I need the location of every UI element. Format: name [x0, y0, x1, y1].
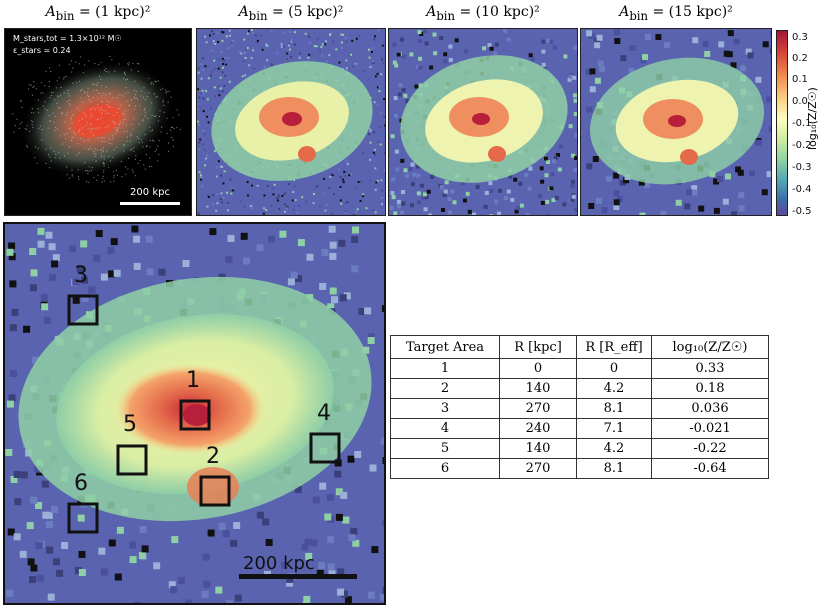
cell-metallicity: 0.33 — [651, 358, 769, 379]
map-10kpc-graphic — [389, 29, 577, 215]
scalebar-label-large: 200 kpc — [243, 553, 315, 574]
panel-title-3: Abin = (10 kpc)² — [426, 4, 540, 23]
table-row: 4 240 7.1 -0.021 — [390, 418, 769, 439]
map-15kpc-graphic — [581, 29, 771, 215]
scalebar-label-small: 200 kpc — [130, 187, 170, 198]
metallicity-map-15kpc — [580, 28, 772, 216]
colorbar-tick: -0.3 — [792, 162, 812, 173]
cell-area: 5 — [390, 438, 500, 459]
col-metallicity: log₁₀(Z/Z☉) — [651, 335, 769, 359]
cell-radius-kpc: 240 — [499, 418, 577, 439]
table-row: 6 270 8.1 -0.64 — [390, 458, 769, 479]
large-map-graphic: 1 2 3 4 5 6 200 kpc — [5, 224, 384, 603]
panel-title-1: Abin = (1 kpc)² — [45, 4, 151, 23]
table-header-row: Target Area R [kpc] R [R_eff] log₁₀(Z/Z☉… — [390, 335, 769, 359]
cell-radius-reff: 8.1 — [576, 398, 652, 419]
table-row: 5 140 4.2 -0.22 — [390, 438, 769, 459]
cell-metallicity: -0.021 — [651, 418, 769, 439]
col-radius-kpc: R [kpc] — [499, 335, 577, 359]
col-target-area: Target Area — [390, 335, 500, 359]
cell-radius-kpc: 270 — [499, 458, 577, 479]
table-row: 2 140 4.2 0.18 — [390, 378, 769, 399]
cell-radius-kpc: 140 — [499, 438, 577, 459]
target-box-2 — [199, 475, 231, 507]
cell-area: 2 — [390, 378, 500, 399]
cell-radius-reff: 0 — [576, 358, 652, 379]
target-label-3: 3 — [74, 263, 88, 288]
target-box-4 — [309, 432, 341, 464]
colorbar-tick: 0.2 — [792, 53, 808, 64]
scalebar-large — [239, 574, 357, 579]
cell-radius-reff: 7.1 — [576, 418, 652, 439]
map-5kpc-graphic — [197, 29, 385, 215]
metallicity-map-10kpc — [388, 28, 578, 216]
cell-area: 4 — [390, 418, 500, 439]
target-box-5 — [116, 444, 148, 476]
cell-metallicity: 0.036 — [651, 398, 769, 419]
cell-radius-kpc: 0 — [499, 358, 577, 379]
metallicity-map-5kpc — [196, 28, 386, 216]
particle-map-graphic — [12, 55, 181, 183]
panel-title-2: Abin = (5 kpc)² — [238, 4, 344, 23]
table-row: 3 270 8.1 0.036 — [390, 398, 769, 419]
colorbar-label: log₁₀(Z/Z☉) — [806, 87, 819, 150]
cell-area: 3 — [390, 398, 500, 419]
colorbar-tick: -0.2 — [792, 140, 812, 151]
target-area-table: Target Area R [kpc] R [R_eff] log₁₀(Z/Z☉… — [390, 335, 769, 479]
metallicity-map-1kpc: M_stars,tot = 1.3×10¹² M☉ ε_stars = 0.24… — [4, 28, 192, 216]
cell-metallicity: -0.22 — [651, 438, 769, 459]
colorbar-tick: 0.0 — [792, 96, 808, 107]
cell-radius-kpc: 140 — [499, 378, 577, 399]
table-row: 1 0 0 0.33 — [390, 358, 769, 379]
ellipticity-annotation: ε_stars = 0.24 — [13, 46, 71, 55]
cell-area: 1 — [390, 358, 500, 379]
target-box-6 — [67, 502, 99, 534]
colorbar-tick: -0.1 — [792, 118, 812, 129]
colorbar-tick: -0.4 — [792, 184, 812, 195]
target-box-1 — [179, 399, 211, 431]
target-label-6: 6 — [74, 471, 88, 496]
target-box-3 — [67, 294, 99, 326]
panel-title-4: Abin = (15 kpc)² — [619, 4, 733, 23]
cell-area: 6 — [390, 458, 500, 479]
scalebar-small — [120, 202, 180, 205]
cell-metallicity: 0.18 — [651, 378, 769, 399]
cell-radius-reff: 8.1 — [576, 458, 652, 479]
colorbar-tick: -0.5 — [792, 206, 812, 217]
target-boxes — [67, 294, 341, 534]
target-label-1: 1 — [186, 368, 200, 393]
colorbar-tick: 0.3 — [792, 32, 808, 43]
target-label-4: 4 — [317, 401, 331, 426]
stellar-mass-annotation: M_stars,tot = 1.3×10¹² M☉ — [13, 34, 122, 43]
metallicity-map-large: 1 2 3 4 5 6 200 kpc — [3, 222, 386, 605]
colorbar-tick: 0.1 — [792, 74, 808, 85]
target-label-5: 5 — [123, 412, 137, 437]
cell-metallicity: -0.64 — [651, 458, 769, 479]
cell-radius-reff: 4.2 — [576, 378, 652, 399]
cell-radius-reff: 4.2 — [576, 438, 652, 459]
target-label-2: 2 — [206, 444, 220, 469]
col-radius-reff: R [R_eff] — [576, 335, 652, 359]
cell-radius-kpc: 270 — [499, 398, 577, 419]
colorbar — [776, 30, 788, 216]
